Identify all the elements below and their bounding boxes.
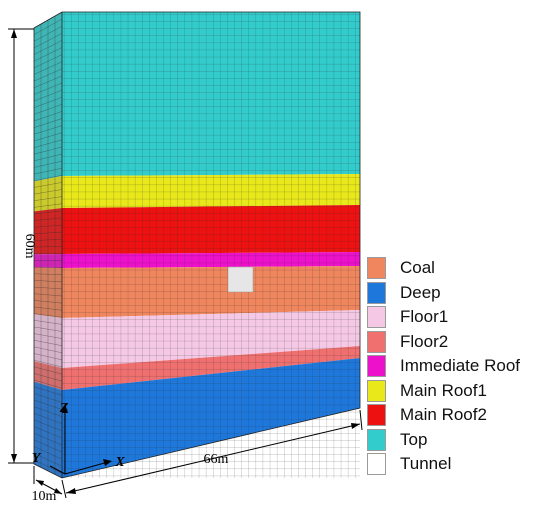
legend-item-main-roof2: Main Roof2 <box>367 403 547 428</box>
side-grid <box>33 11 63 475</box>
legend-label: Main Roof2 <box>400 405 487 425</box>
legend-label: Floor1 <box>400 307 449 327</box>
legend-item-floor2: Floor2 <box>367 330 547 355</box>
legend-item-tunnel: Tunnel <box>367 452 547 477</box>
legend-label: Tunnel <box>400 454 452 474</box>
legend-swatch-main-roof2 <box>367 404 386 427</box>
width-dimension-label: 66m <box>204 452 229 467</box>
legend-label: Floor2 <box>400 331 449 351</box>
legend-label: Main Roof1 <box>400 380 487 400</box>
axis-label-z: Z <box>59 401 69 416</box>
legend-item-deep: Deep <box>367 281 547 306</box>
front-grid <box>62 12 360 478</box>
legend-swatch-immediate-roof <box>367 355 386 378</box>
legend-item-main-roof1: Main Roof1 <box>367 379 547 404</box>
height-dimension: 60m <box>8 28 37 464</box>
depth-dimension: 10m <box>32 466 63 504</box>
legend-label: Immediate Roof <box>400 356 520 376</box>
legend-swatch-coal <box>367 257 386 280</box>
legend-label: Coal <box>400 258 435 278</box>
legend-item-coal: Coal <box>367 256 547 281</box>
depth-dimension-label: 10m <box>32 489 57 504</box>
axis-label-y: Y <box>32 451 42 466</box>
legend-swatch-deep <box>367 281 386 304</box>
legend-swatch-main-roof1 <box>367 379 386 402</box>
legend-swatch-floor2 <box>367 330 386 353</box>
legend-label: Top <box>400 429 428 449</box>
legend-item-top: Top <box>367 428 547 453</box>
legend-item-floor1: Floor1 <box>367 305 547 330</box>
axis-triad: Z X Y <box>32 401 125 475</box>
axis-label-x: X <box>114 455 125 470</box>
width-dimension: 66m <box>61 409 363 499</box>
height-dimension-label: 60m <box>22 234 37 259</box>
legend-swatch-top <box>367 428 386 451</box>
legend-label: Deep <box>400 282 441 302</box>
legend-item-immediate-roof: Immediate Roof <box>367 354 547 379</box>
legend: Coal Deep Floor1 Floor2 Immediate Roof M… <box>367 256 547 477</box>
legend-swatch-floor1 <box>367 306 386 329</box>
tunnel <box>227 266 254 293</box>
legend-swatch-tunnel <box>367 453 386 476</box>
